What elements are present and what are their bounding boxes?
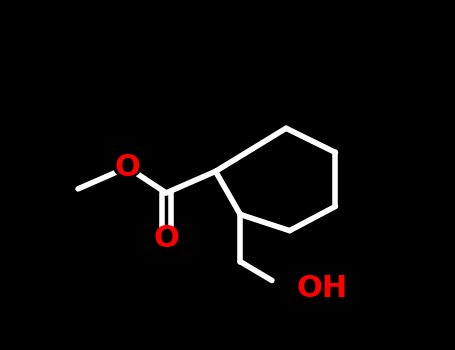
Text: O: O — [115, 153, 140, 182]
Circle shape — [114, 157, 141, 177]
Text: OH: OH — [297, 274, 348, 303]
Text: O: O — [153, 224, 179, 253]
Circle shape — [273, 273, 313, 304]
Circle shape — [153, 229, 180, 249]
